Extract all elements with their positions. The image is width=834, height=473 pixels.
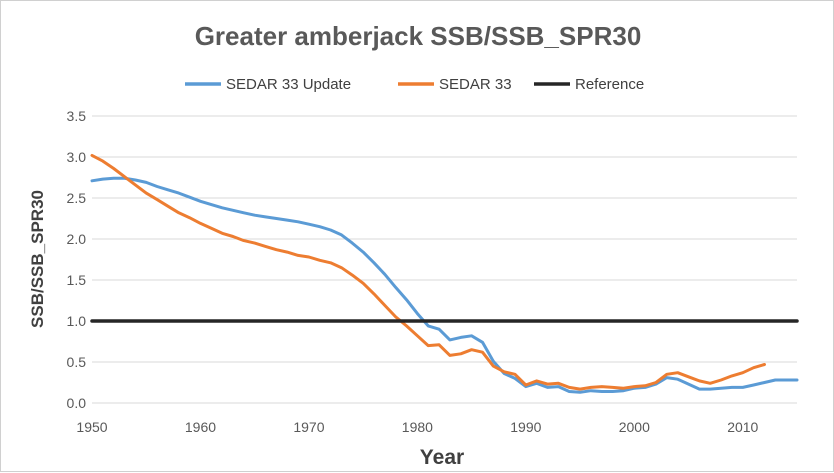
y-tick-label: 2.5 bbox=[67, 190, 87, 206]
x-axis-ticks: 1950 1960 1970 1980 1990 2000 2010 bbox=[76, 419, 758, 435]
y-tick-label: 1.5 bbox=[67, 272, 87, 288]
x-tick-label: 2010 bbox=[727, 419, 758, 435]
x-axis-label: Year bbox=[420, 446, 464, 469]
series-lines bbox=[90, 153, 799, 394]
x-tick-label: 1980 bbox=[402, 419, 433, 435]
y-tick-label: 1.0 bbox=[67, 313, 87, 329]
series-line-sedar-33-update bbox=[90, 176, 799, 394]
y-tick-label: 2.0 bbox=[67, 231, 87, 247]
y-axis-label: SSB/SSB_SPR30 bbox=[28, 190, 47, 328]
y-tick-label: 0.5 bbox=[67, 354, 87, 370]
x-tick-label: 2000 bbox=[619, 419, 650, 435]
x-tick-label: 1990 bbox=[510, 419, 541, 435]
x-tick-label: 1970 bbox=[293, 419, 324, 435]
legend-label-reference: Reference bbox=[575, 76, 644, 93]
series-line-sedar-33 bbox=[90, 153, 766, 391]
legend: SEDAR 33 Update SEDAR 33 Reference bbox=[185, 76, 644, 93]
x-tick-label: 1960 bbox=[185, 419, 216, 435]
legend-label-sedar-33-update: SEDAR 33 Update bbox=[226, 76, 351, 93]
y-tick-label: 3.5 bbox=[67, 108, 87, 124]
legend-label-sedar-33: SEDAR 33 bbox=[439, 76, 512, 93]
y-axis-ticks: 0.0 0.5 1.0 1.5 2.0 2.5 3.0 3.5 bbox=[67, 108, 87, 411]
y-tick-label: 3.0 bbox=[67, 149, 87, 165]
gridlines bbox=[92, 115, 797, 404]
chart-title: Greater amberjack SSB/SSB_SPR30 bbox=[195, 21, 642, 51]
y-tick-label: 0.0 bbox=[67, 395, 87, 411]
x-tick-label: 1950 bbox=[76, 419, 107, 435]
